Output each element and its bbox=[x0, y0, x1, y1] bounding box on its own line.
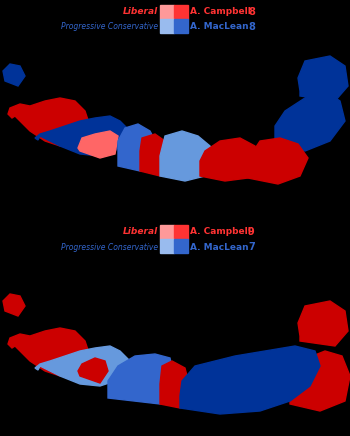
Polygon shape bbox=[275, 91, 345, 151]
Polygon shape bbox=[160, 361, 190, 408]
Polygon shape bbox=[160, 131, 215, 181]
Text: Progressive Conservative: Progressive Conservative bbox=[61, 242, 158, 252]
Polygon shape bbox=[8, 328, 90, 376]
Polygon shape bbox=[140, 134, 168, 176]
Bar bbox=[160, 5, 174, 19]
Polygon shape bbox=[248, 138, 308, 184]
Polygon shape bbox=[298, 301, 348, 346]
Text: 8: 8 bbox=[248, 22, 255, 32]
Text: A. Campbell: A. Campbell bbox=[190, 228, 251, 236]
Bar bbox=[174, 225, 188, 239]
Polygon shape bbox=[200, 138, 260, 181]
Polygon shape bbox=[78, 358, 108, 383]
Polygon shape bbox=[78, 131, 118, 158]
Polygon shape bbox=[118, 124, 158, 171]
Text: Liberal: Liberal bbox=[123, 7, 158, 17]
Bar bbox=[174, 239, 188, 253]
Bar bbox=[174, 5, 188, 19]
Polygon shape bbox=[35, 346, 130, 386]
Text: 7: 7 bbox=[248, 242, 255, 252]
Polygon shape bbox=[298, 56, 348, 101]
Text: Liberal: Liberal bbox=[123, 228, 158, 236]
Text: A. MacLean: A. MacLean bbox=[190, 23, 248, 31]
Polygon shape bbox=[35, 116, 130, 156]
Bar bbox=[160, 239, 174, 253]
Text: A. MacLean: A. MacLean bbox=[190, 242, 248, 252]
Polygon shape bbox=[3, 294, 25, 316]
Bar bbox=[160, 19, 174, 33]
Polygon shape bbox=[108, 354, 175, 404]
Polygon shape bbox=[8, 98, 90, 146]
Text: A. Campbell: A. Campbell bbox=[190, 7, 251, 17]
Bar bbox=[160, 225, 174, 239]
Polygon shape bbox=[290, 351, 350, 411]
Text: 8: 8 bbox=[248, 7, 255, 17]
Polygon shape bbox=[180, 346, 320, 414]
Text: 9: 9 bbox=[248, 227, 255, 237]
Text: Progressive Conservative: Progressive Conservative bbox=[61, 23, 158, 31]
Polygon shape bbox=[3, 64, 25, 86]
Bar bbox=[174, 19, 188, 33]
